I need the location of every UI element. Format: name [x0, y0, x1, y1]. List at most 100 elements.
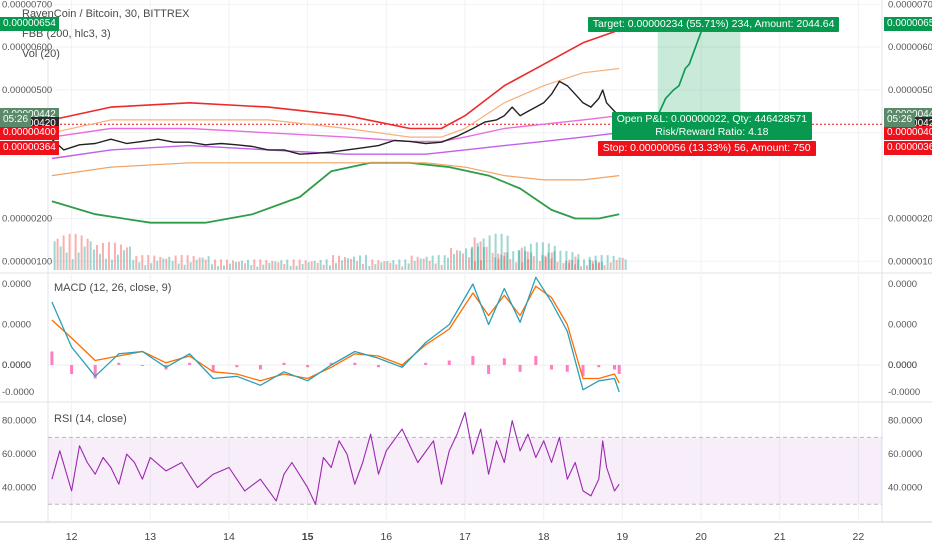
volume-bar	[407, 263, 410, 270]
volume-bar	[471, 246, 473, 270]
volume-bar	[277, 262, 280, 270]
volume-bar	[535, 242, 538, 270]
volume-bar	[392, 260, 395, 270]
volume-bar	[589, 259, 592, 270]
right-macd-tick: 0.0000	[888, 279, 917, 290]
volume-bar	[476, 243, 479, 270]
right-macd-tick: -0.0000	[888, 387, 920, 398]
volume-bar	[295, 265, 298, 270]
volume-bar	[271, 260, 274, 270]
volume-bar	[456, 250, 458, 270]
volume-bar	[83, 246, 86, 270]
volume-bar	[307, 262, 310, 270]
macd-histogram-bar	[502, 358, 506, 365]
stop-label[interactable]: Stop: 0.00000056 (13.33%) 56, Amount: 75…	[597, 141, 816, 157]
volume-bar	[128, 246, 131, 270]
right-macd-tick: 0.0000	[888, 320, 917, 331]
volume-bar	[62, 235, 65, 270]
volume-bar	[304, 260, 307, 270]
volume-bar	[383, 261, 386, 270]
time-axis-tick: 16	[380, 531, 392, 543]
volume-bar	[289, 265, 292, 270]
volume-bar	[624, 259, 627, 270]
volume-bar	[113, 242, 116, 270]
volume-bar	[159, 256, 162, 270]
volume-bar	[544, 255, 547, 270]
volume-bar	[515, 262, 518, 270]
volume-bar	[364, 255, 367, 270]
grid-lines	[0, 0, 932, 523]
macd-panel[interactable]	[48, 276, 882, 393]
volume-bar	[518, 250, 521, 270]
volume-bar	[453, 254, 455, 270]
volume-bar	[213, 259, 216, 270]
macd-indicator-label[interactable]: MACD (12, 26, close, 9)	[54, 282, 172, 294]
volume-bar	[550, 258, 553, 270]
fbb-indicator-label[interactable]: FBB (200, hlc3, 3)	[22, 28, 111, 40]
volume-bar	[494, 257, 497, 270]
volume-bar	[361, 263, 364, 270]
target-label[interactable]: Target: 0.00000234 (55.71%) 234, Amount:…	[587, 16, 840, 32]
volume-bar	[485, 246, 488, 270]
volume-bar	[443, 255, 446, 270]
volume-bar	[331, 255, 334, 270]
volume-bar	[256, 266, 259, 270]
volume-bar	[377, 260, 380, 270]
volume-bar	[395, 264, 398, 270]
volume-bar	[204, 259, 207, 270]
right-price-tick: 0.00000500	[888, 85, 932, 96]
volume-bar	[240, 260, 243, 270]
right-price-label: 0.00000364	[884, 141, 932, 156]
time-axis-tick: 21	[774, 531, 786, 543]
volume-bar	[609, 262, 612, 270]
volume-bar	[529, 243, 532, 270]
volume-bar	[259, 259, 262, 270]
rsi-band	[48, 437, 882, 505]
left-macd-tick: 0.0000	[2, 360, 31, 371]
volume-bar	[298, 259, 301, 270]
right-macd-tick: 0.0000	[888, 360, 917, 371]
rsi-indicator-label[interactable]: RSI (14, close)	[54, 413, 127, 425]
volume-bar	[198, 257, 201, 270]
volume-bar	[598, 261, 601, 270]
volume-bar	[77, 252, 80, 270]
left-price-tick: 0.00000700	[2, 0, 52, 10]
left-price-tick: 0.00000600	[2, 42, 52, 53]
volume-bar	[425, 256, 428, 270]
fbb-upper-mid-band	[51, 67, 620, 138]
volume-bar	[503, 256, 506, 270]
pnl-text: Open P&L: 0.00000022, Qty: 446428571	[616, 113, 808, 126]
volume-bar	[210, 264, 213, 270]
volume-bar	[597, 263, 600, 270]
volume-bar	[550, 252, 553, 270]
time-axis-tick: 14	[223, 531, 235, 543]
volume-bar	[116, 254, 119, 270]
volume-bar	[494, 233, 497, 270]
volume-bar	[328, 265, 331, 270]
volume-bar	[600, 255, 603, 270]
macd-histogram-bar	[518, 365, 522, 372]
volume-bar	[216, 266, 219, 270]
volume-indicator-label[interactable]: Vol (20)	[22, 48, 60, 60]
left-price-label: 0.00000400	[0, 125, 59, 140]
volume-bar	[380, 262, 383, 270]
volume-bar	[101, 242, 104, 270]
volume-bar	[428, 260, 431, 270]
volume-bar	[524, 251, 527, 270]
volume-bar	[521, 262, 524, 270]
right-price-label: 0.00000400	[884, 125, 932, 140]
volume-bar	[286, 259, 289, 270]
volume-bar	[482, 238, 485, 270]
volume-bar	[468, 257, 470, 270]
volume-bar	[500, 233, 503, 270]
pnl-label[interactable]: Open P&L: 0.00000022, Qty: 446428571 Ris…	[611, 112, 813, 141]
volume-bar	[520, 247, 523, 270]
volume-bar	[95, 244, 98, 270]
price-line	[51, 80, 620, 155]
time-axis-tick: 13	[144, 531, 156, 543]
volume-bar	[231, 260, 234, 270]
time-axis-tick: 22	[853, 531, 865, 543]
time-axis-tick: 18	[538, 531, 550, 543]
rsi-panel[interactable]	[48, 411, 882, 505]
